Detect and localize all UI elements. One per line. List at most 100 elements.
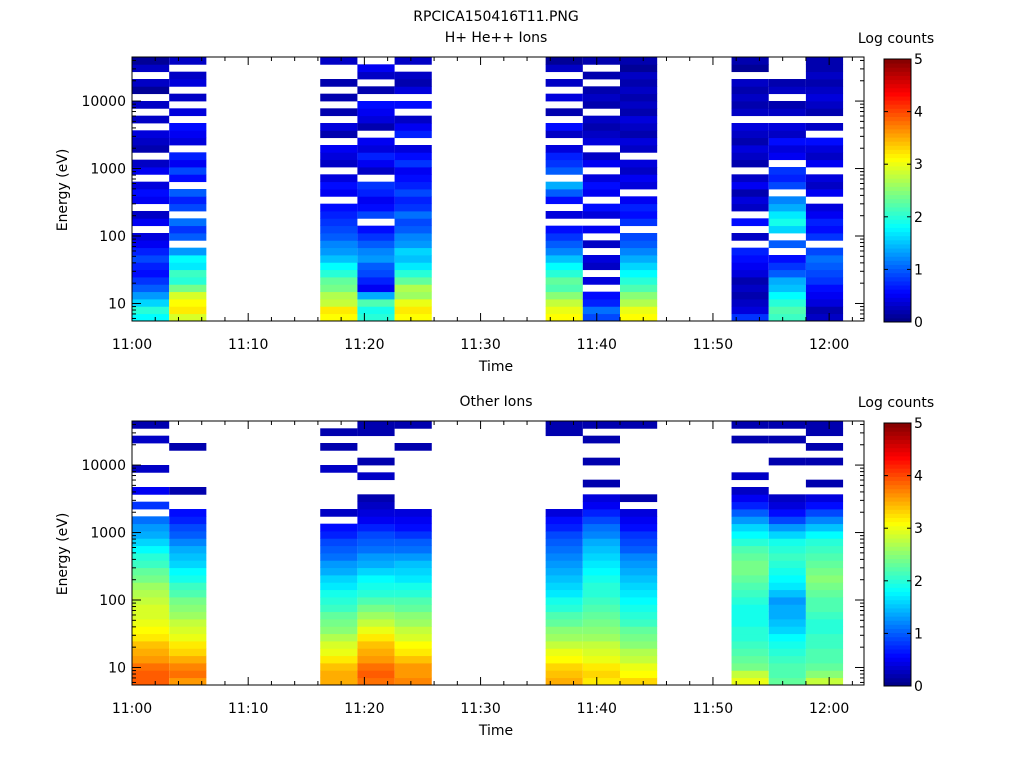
- heatmap-cell: [768, 560, 806, 569]
- heatmap-cell: [620, 516, 658, 525]
- heatmap-cell: [169, 57, 207, 65]
- heatmap-cell: [132, 211, 170, 219]
- heatmap-cell: [394, 670, 432, 679]
- heatmap-cell: [582, 633, 620, 642]
- heatmap-cell: [805, 560, 844, 569]
- heatmap-column: [169, 57, 207, 322]
- colorbar-swatch: [884, 525, 911, 531]
- heatmap-cell: [768, 575, 806, 583]
- heatmap-cell: [805, 269, 844, 278]
- heatmap-cell: [357, 233, 395, 241]
- colorbar-swatch: [884, 297, 911, 302]
- heatmap-cell: [768, 589, 806, 598]
- heatmap-cell: [805, 137, 844, 146]
- heatmap-cell: [357, 523, 395, 532]
- heatmap-cell: [132, 633, 170, 642]
- heatmap-cell: [582, 159, 620, 168]
- heatmap-cell: [169, 553, 207, 561]
- heatmap-cell: [620, 582, 658, 591]
- heatmap-cell: [545, 648, 583, 657]
- heatmap-cell: [169, 218, 207, 227]
- heatmap-cell: [731, 174, 769, 183]
- heatmap-cell: [582, 655, 620, 664]
- heatmap-cell: [320, 262, 358, 271]
- colorbar-swatch: [884, 603, 911, 609]
- heatmap-cell: [132, 523, 170, 532]
- heatmap-cell: [169, 443, 207, 451]
- x-tick-label: 11:30: [460, 701, 500, 717]
- heatmap-cell: [805, 663, 844, 671]
- heatmap-cell: [320, 670, 358, 679]
- heatmap-cell: [132, 487, 170, 495]
- x-tick-label: 11:00: [112, 701, 152, 717]
- heatmap-cell: [805, 86, 844, 95]
- colorbar-swatch: [884, 427, 911, 432]
- heatmap-cell: [805, 181, 844, 190]
- heatmap-cell: [620, 284, 658, 293]
- heatmap-column: [132, 57, 170, 322]
- heatmap-cell: [768, 306, 806, 315]
- heatmap-cell: [357, 567, 395, 576]
- heatmap-cell: [132, 233, 170, 241]
- heatmap-cell: [620, 64, 658, 73]
- heatmap-cell: [731, 101, 769, 109]
- colorbar-swatch: [884, 59, 911, 64]
- heatmap-cell: [132, 86, 170, 95]
- heatmap-cell: [394, 233, 432, 241]
- colorbar-swatch: [884, 443, 911, 449]
- heatmap-cell: [357, 560, 395, 569]
- heatmap-cell: [731, 189, 769, 197]
- heatmap-cell: [545, 181, 583, 190]
- colorbar-swatch: [884, 231, 911, 237]
- heatmap-cell: [545, 567, 583, 576]
- heatmap-cell: [132, 262, 170, 271]
- heatmap-cell: [394, 509, 432, 517]
- colorbar-tick-label: 1: [914, 626, 923, 642]
- heatmap-cell: [805, 641, 844, 649]
- heatmap-cell: [132, 663, 170, 671]
- colorbar-swatch: [884, 223, 911, 228]
- heatmap-cell: [805, 509, 844, 517]
- heatmap-cell: [320, 247, 358, 256]
- heatmap-cell: [620, 648, 658, 657]
- heatmap-cell: [768, 262, 806, 271]
- heatmap-cell: [620, 567, 658, 576]
- heatmap-cell: [320, 589, 358, 598]
- heatmap-cell: [357, 670, 395, 679]
- heatmap-cell: [320, 655, 358, 664]
- heatmap-cell: [320, 306, 358, 315]
- colorbar: 0 1 2 3 4 5: [883, 416, 923, 695]
- heatmap-cell: [805, 421, 844, 429]
- colorbar-swatch: [884, 439, 911, 445]
- colorbar-swatch: [884, 128, 911, 134]
- heatmap-cell: [169, 597, 207, 605]
- colorbar-swatch: [884, 75, 911, 81]
- colorbar-swatch: [884, 120, 911, 126]
- heatmap-cell: [320, 567, 358, 576]
- heatmap-cell: [805, 633, 844, 642]
- heatmap-cell: [545, 189, 583, 197]
- heatmap-cell: [768, 501, 806, 510]
- heatmap-cell: [357, 428, 395, 437]
- heatmap-cell: [582, 501, 620, 510]
- heatmap-cell: [357, 641, 395, 649]
- heatmap-cell: [582, 225, 620, 234]
- heatmap-cell: [768, 123, 806, 131]
- heatmap-cell: [169, 487, 207, 495]
- heatmap-cell: [320, 575, 358, 583]
- heatmap-cell: [768, 435, 806, 444]
- heatmap-cell: [169, 589, 207, 598]
- heatmap-cell: [620, 538, 658, 547]
- colorbar-swatch: [884, 669, 911, 675]
- heatmap-cell: [357, 582, 395, 591]
- colorbar-swatch: [884, 657, 911, 662]
- heatmap-cell: [731, 313, 769, 322]
- heatmap-cell: [320, 225, 358, 234]
- heatmap-cell: [805, 443, 844, 451]
- colorbar-swatch: [884, 423, 911, 428]
- colorbar-swatch: [884, 174, 911, 179]
- heatmap-cell: [731, 123, 769, 131]
- heatmap-cell: [394, 218, 432, 227]
- heatmap-cell: [394, 262, 432, 271]
- heatmap-cell: [731, 57, 769, 65]
